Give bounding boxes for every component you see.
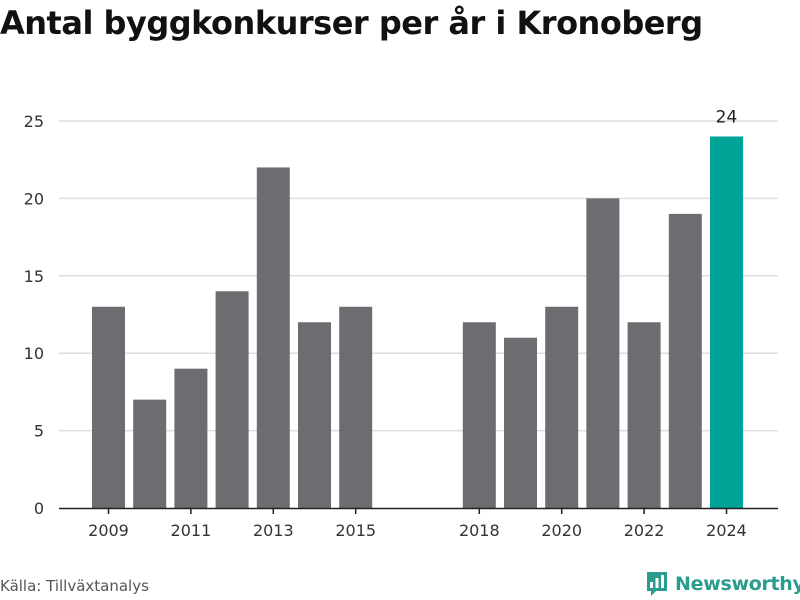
- chart-title: Antal byggkonkurser per år i Kronoberg: [0, 4, 703, 42]
- bar-2012: [215, 291, 249, 508]
- data-labels: 24: [716, 107, 738, 127]
- bar-2022: [627, 322, 661, 508]
- y-tick-label-0: 0: [34, 499, 44, 518]
- bar-2020: [545, 306, 579, 508]
- bar-2019: [504, 337, 537, 508]
- bar-2015: [339, 306, 373, 508]
- x-tick-label-2020: 2020: [541, 521, 582, 540]
- y-tick-label-5: 5: [34, 422, 44, 441]
- y-tick-label-20: 20: [24, 189, 44, 208]
- x-tick-label-2018: 2018: [459, 521, 500, 540]
- source-note: Källa: Tillväxtanalys: [0, 577, 149, 595]
- bars: [92, 136, 743, 509]
- data-label-2024: 24: [716, 107, 738, 127]
- bar-2023: [668, 213, 702, 508]
- bar-2018: [462, 322, 496, 508]
- bar-2021: [586, 198, 620, 508]
- x-tick-label-2015: 2015: [335, 521, 376, 540]
- bar-2011: [174, 368, 208, 508]
- x-tick-label-2024: 2024: [706, 521, 747, 540]
- brand-logo: Newsworthy: [645, 570, 800, 598]
- bar-2009: [92, 306, 125, 508]
- y-tick-label-15: 15: [24, 267, 44, 286]
- y-tick-label-10: 10: [24, 344, 44, 363]
- x-tick-label-2022: 2022: [624, 521, 665, 540]
- x-axis-ticks: 2009 2011 2013 2015 2018 2020 2022 2024: [88, 508, 747, 540]
- x-tick-label-2013: 2013: [253, 521, 294, 540]
- x-tick-label-2011: 2011: [171, 521, 212, 540]
- bar-2014: [298, 322, 331, 508]
- newsworthy-logo-icon: [647, 572, 667, 596]
- x-tick-label-2009: 2009: [88, 521, 129, 540]
- bar-2013: [256, 167, 290, 508]
- y-axis-ticks: 0 5 10 15 20 25: [24, 112, 44, 518]
- brand-name: Newsworthy: [675, 573, 800, 595]
- bar-2010: [133, 399, 167, 508]
- bar-2024: [710, 136, 743, 509]
- y-tick-label-25: 25: [24, 112, 44, 131]
